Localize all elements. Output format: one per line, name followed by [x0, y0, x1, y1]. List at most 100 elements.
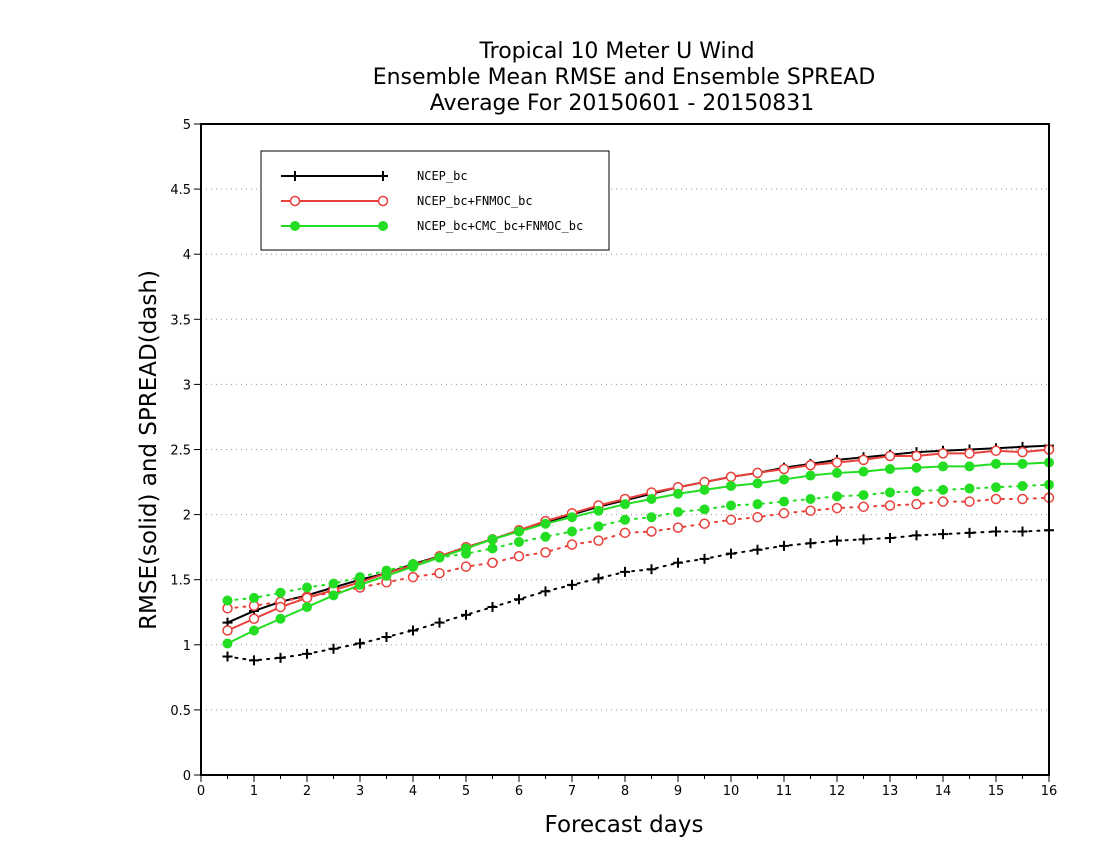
spread-point: [672, 522, 684, 533]
rmse-point: [725, 471, 737, 483]
spread-point: [937, 496, 949, 507]
spread-point: [275, 587, 286, 598]
y-tick-label: 2.5: [170, 444, 191, 459]
spread-point: [858, 534, 869, 545]
rmse-point: [673, 488, 683, 499]
legend-item-1: NCEP_bc+FNMOC_bc: [281, 194, 533, 208]
spread-point: [752, 499, 763, 510]
spread-point: [514, 594, 524, 605]
spread-point: [884, 500, 896, 511]
chart-title-line-1: Tropical 10 Meter U Wind: [478, 39, 754, 64]
rmse-point: [646, 493, 657, 504]
spread-point: [407, 571, 419, 583]
rmse-point: [752, 467, 763, 479]
x-tick-label: 4: [409, 784, 417, 799]
spread-point: [540, 531, 551, 542]
spread-point: [990, 493, 1002, 505]
spread-point: [302, 582, 312, 593]
spread-point: [408, 625, 418, 636]
chart-title-line-2: Ensemble Mean RMSE and Ensemble SPREAD: [373, 65, 876, 90]
rmse-point: [355, 579, 365, 590]
spread-point: [726, 548, 736, 559]
spread-point: [222, 595, 233, 606]
y-axis-label: RMSE(solid) and SPREAD(dash): [136, 270, 162, 630]
spread-point: [858, 490, 869, 501]
spread-point: [328, 643, 339, 654]
rmse-point: [885, 464, 895, 475]
spread-point: [620, 514, 630, 525]
rmse-point: [805, 459, 816, 471]
chart-title: Tropical 10 Meter U Wind Ensemble Mean R…: [373, 39, 876, 116]
x-tick-label: 10: [723, 784, 740, 799]
rmse-point: [328, 590, 339, 601]
spread-point: [593, 573, 604, 584]
rmse-point: [275, 601, 286, 613]
spread-point: [831, 502, 843, 514]
rmse-point: [964, 461, 975, 472]
spread-point: [434, 617, 445, 628]
x-axis-label: Forecast days: [545, 812, 704, 838]
x-tick-label: 0: [197, 784, 205, 799]
rmse-point: [301, 592, 313, 604]
legend-marker: [290, 171, 300, 181]
legend-item-2: NCEP_bc+CMC_bc+FNMOC_bc: [281, 219, 583, 233]
y-tick-label: 5: [183, 118, 191, 133]
y-tick-label: 0.5: [170, 704, 191, 719]
x-tick-label: 5: [462, 784, 470, 799]
spread-point: [725, 514, 737, 526]
spread-point: [885, 487, 895, 498]
spread-line: [226, 496, 1050, 610]
spread-point: [911, 486, 922, 497]
rmse-point: [752, 478, 763, 489]
spread-point: [779, 540, 789, 551]
spread-point: [1017, 493, 1028, 505]
rmse-point: [1017, 458, 1028, 469]
x-tick-label: 8: [621, 784, 629, 799]
spread-point: [567, 579, 577, 590]
legend-label: NCEP_bc+FNMOC_bc: [417, 194, 533, 208]
x-tick-label: 2: [303, 784, 311, 799]
spread-point: [646, 526, 657, 537]
spread-point: [381, 631, 392, 642]
chart-title-line-3: Average For 20150601 - 20150831: [430, 91, 815, 116]
spread-point: [805, 493, 816, 504]
spread-line: [226, 529, 1050, 662]
legend-label: NCEP_bc+CMC_bc+FNMOC_bc: [417, 219, 583, 233]
spread-point: [673, 506, 683, 517]
series-2: [222, 457, 1054, 649]
spread-point: [1017, 480, 1028, 491]
spread-point: [779, 496, 789, 507]
spread-point: [514, 536, 524, 547]
rmse-point: [911, 450, 922, 462]
x-tick-label: 15: [988, 784, 1005, 799]
y-tick-label: 4.5: [170, 183, 191, 198]
spread-point: [805, 505, 816, 516]
spread-point: [964, 527, 975, 538]
rmse-point: [964, 448, 975, 459]
spread-point: [752, 544, 763, 555]
rmse-point: [858, 454, 869, 466]
spread-point: [249, 655, 259, 666]
spread-point: [646, 564, 657, 575]
spread-point: [593, 521, 604, 532]
spread-point: [355, 638, 365, 649]
spread-point: [619, 527, 631, 539]
spread-point: [487, 543, 498, 554]
spread-point: [991, 482, 1001, 493]
spread-point: [487, 602, 498, 613]
x-tick-label: 6: [515, 784, 523, 799]
legend-label: NCEP_bc: [417, 169, 468, 183]
y-tick-label: 0: [183, 769, 191, 784]
spread-point: [911, 498, 922, 510]
rmse-point: [461, 543, 471, 554]
rmse-point: [911, 462, 922, 473]
y-tick-label: 4: [183, 248, 191, 263]
rmse-point: [991, 458, 1001, 469]
x-tick-label: 9: [674, 784, 682, 799]
rmse-point: [779, 474, 789, 485]
rmse-point: [567, 512, 577, 523]
y-tick-label: 1: [183, 639, 191, 654]
spread-point: [593, 535, 604, 546]
rmse-point: [302, 602, 312, 613]
rmse-point: [884, 450, 896, 462]
